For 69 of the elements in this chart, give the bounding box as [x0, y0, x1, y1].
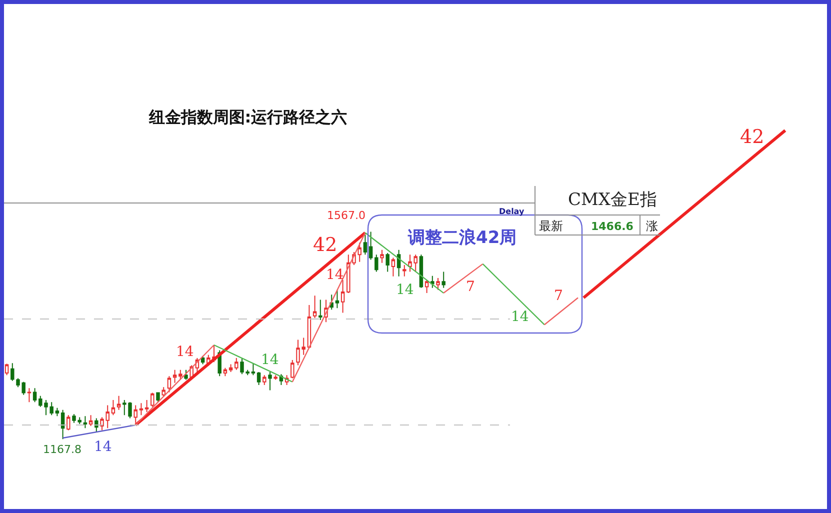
candlestick: [386, 252, 390, 272]
candlestick: [116, 395, 121, 410]
candlestick: [318, 299, 322, 321]
candlestick: [256, 372, 261, 386]
candlestick: [368, 231, 373, 260]
candlestick: [430, 275, 434, 288]
chart-title: 纽金指数周图:运行路径之六: [148, 108, 348, 127]
text: Delay: [499, 207, 525, 216]
candlestick: [134, 404, 138, 424]
annotation: 7: [466, 279, 475, 295]
annotation: 42: [313, 234, 338, 256]
annotation: 1466.6: [591, 220, 634, 233]
candlestick: [83, 416, 88, 429]
candlestick: [262, 374, 266, 386]
candlestick: [156, 392, 160, 403]
candlestick: [391, 257, 396, 277]
annotation: 7: [554, 288, 563, 304]
candlestick: [66, 414, 70, 431]
candlestick: [27, 388, 32, 403]
candlestick: [32, 388, 37, 403]
candlestick: [419, 254, 424, 288]
annotation: 14: [261, 352, 279, 368]
candlestick: [234, 357, 238, 370]
candlestick: [251, 362, 256, 376]
candlestick: [330, 294, 334, 310]
candlestick: [346, 254, 350, 294]
candlestick: [380, 249, 384, 264]
candlestick: [312, 295, 317, 318]
candlestick: [363, 234, 368, 256]
text: 1167.8: [43, 443, 82, 456]
annotation: 涨: [646, 219, 658, 233]
annotation: 14: [94, 439, 112, 455]
candlestick: [178, 369, 182, 380]
annotation: 调整二浪42周: [407, 228, 517, 248]
text: 1567.0: [327, 209, 366, 222]
candlestick: [268, 372, 272, 391]
candlestick: [436, 277, 440, 290]
candlestick: [274, 374, 278, 380]
candlestick: [307, 304, 312, 348]
candlestick: [55, 407, 60, 417]
annotation: 14: [176, 344, 194, 360]
candlestick: [335, 289, 340, 309]
candlestick: [223, 367, 228, 377]
annotation: 14: [511, 309, 529, 325]
candlestick: [184, 369, 188, 380]
candlestick: [442, 271, 446, 288]
candlestick: [374, 254, 378, 272]
candlestick: [150, 392, 154, 408]
candlestick: [228, 364, 233, 373]
candlestick: [94, 418, 98, 433]
candlestick: [340, 280, 345, 314]
candlestick: [88, 414, 93, 427]
annotation: 最新: [539, 219, 563, 233]
candlestick: [290, 360, 294, 379]
candlestick: [402, 264, 406, 277]
candlestick: [60, 409, 65, 440]
candlestick: [162, 386, 166, 398]
candlestick: [111, 400, 116, 416]
text: CMX金E指: [568, 190, 657, 210]
candlestick: [144, 400, 149, 413]
candlestick: [424, 280, 429, 294]
candlestick: [139, 402, 144, 416]
annotation: 14: [396, 282, 414, 298]
candlestick: [396, 249, 401, 277]
text: 42: [740, 126, 764, 148]
candlestick: [167, 376, 172, 393]
candlestick: [4, 363, 9, 376]
annotation: 14: [326, 267, 344, 283]
candlestick: [172, 369, 177, 384]
